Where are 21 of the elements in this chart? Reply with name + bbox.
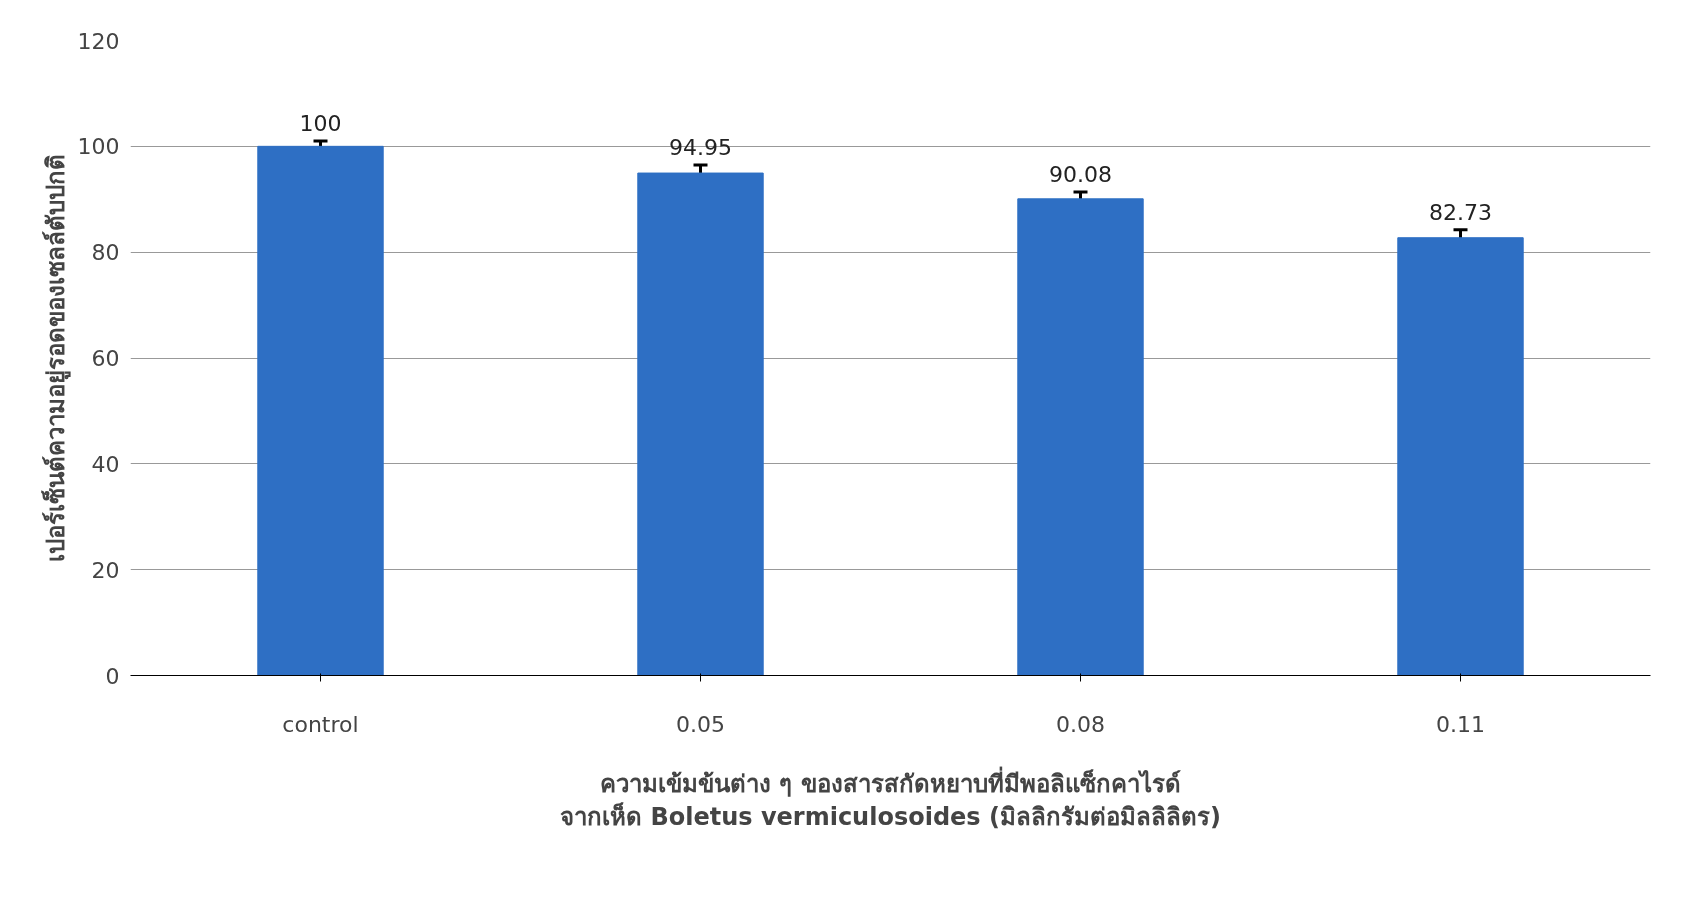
y-tick-label: 60 (91, 346, 120, 371)
data-label: 82.73 (1429, 199, 1492, 225)
y-axis-title: เปอร์เซ็นต์ความอยู่รอดของเซลล์ตับปกติ (40, 154, 71, 562)
y-tick-label: 40 (91, 451, 120, 477)
bar (1397, 237, 1524, 676)
bar (257, 145, 384, 676)
bar (1017, 198, 1144, 676)
bar (637, 172, 764, 676)
y-tick-label: 0 (105, 663, 120, 689)
x-tick-label: 0.05 (676, 711, 725, 737)
data-label: 90.08 (1049, 161, 1112, 187)
x-tick-label: control (282, 711, 359, 737)
y-tick-label: 80 (91, 240, 120, 266)
y-tick-label: 100 (77, 134, 120, 160)
x-axis-title: ความเข้มข้นต่าง ๆ ของสารสกัดหยาบที่มีพอลิแซ็กคาไรด์ จากเห็ด Boletus vermiculosoides (มิลลิกรัมต่อมิลลิลิตร) (560, 765, 1221, 832)
x-tick-label: 0.11 (1436, 711, 1485, 737)
data-label: 100 (299, 111, 342, 137)
y-tick-label: 20 (91, 557, 120, 583)
y-tick-label: 120 (77, 28, 120, 54)
x-tick-label: 0.08 (1056, 711, 1105, 737)
data-label: 94.95 (669, 135, 732, 161)
